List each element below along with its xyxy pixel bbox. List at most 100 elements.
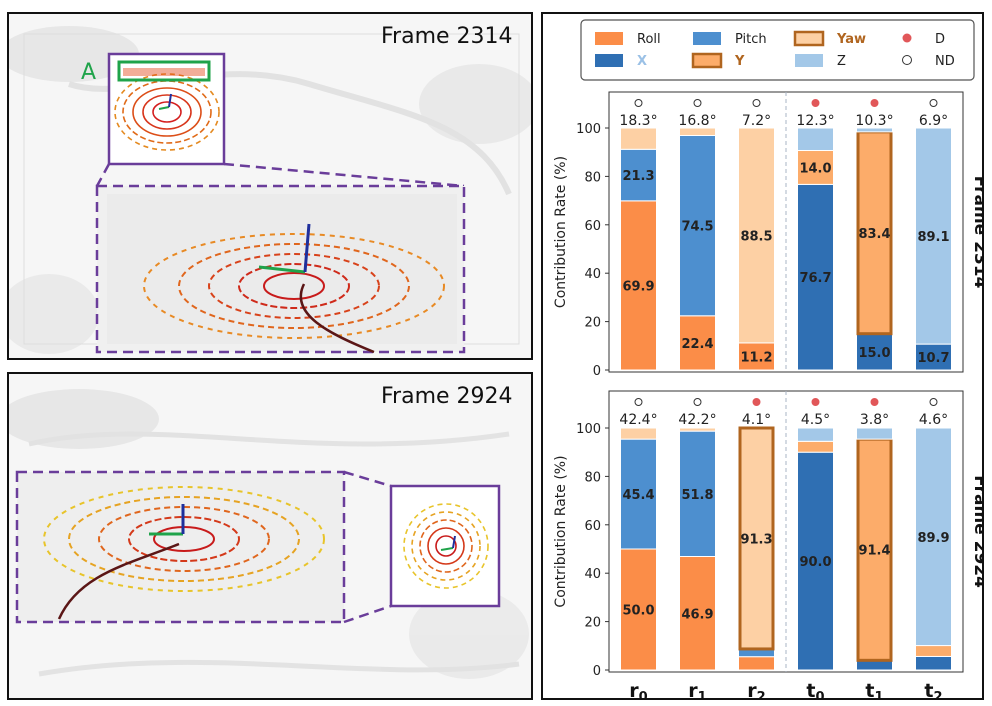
bar-segment xyxy=(915,645,952,657)
d-marker xyxy=(811,398,820,406)
legend-label-nd: ND xyxy=(935,54,955,69)
bar-segment xyxy=(738,656,775,671)
bar-segment xyxy=(856,427,893,440)
nd-marker xyxy=(929,99,938,107)
region-a-box xyxy=(107,52,226,166)
x-tick-subscript: 2 xyxy=(934,690,943,700)
bar-segment xyxy=(856,127,893,133)
legend: Roll Pitch Yaw D X Y Z ND xyxy=(580,19,975,81)
bar-segment xyxy=(738,342,775,371)
chart-title: Frame 2924 xyxy=(970,475,984,588)
angle-label: 16.8° xyxy=(678,113,716,129)
legend-swatch-roll xyxy=(595,32,623,45)
y-tick-label: 20 xyxy=(584,616,601,631)
d-marker xyxy=(870,398,879,406)
x-tick-subscript: 2 xyxy=(757,690,766,700)
angle-label: 42.4° xyxy=(619,412,657,428)
angle-label: 4.6° xyxy=(919,412,948,428)
x-tick-base: r xyxy=(629,680,639,700)
legend-box xyxy=(580,19,975,81)
y-tick-label: 40 xyxy=(584,267,601,282)
bar-segment xyxy=(797,427,834,442)
legend-swatch-pitch xyxy=(693,32,721,45)
legend-swatch-nd xyxy=(902,55,912,65)
bar-segment xyxy=(797,440,834,453)
map-texture xyxy=(9,26,531,354)
x-tick-label: t1 xyxy=(865,680,883,700)
bar-segment xyxy=(679,556,716,671)
angle-label: 7.2° xyxy=(742,113,771,129)
legend-label-pitch: Pitch xyxy=(735,32,767,47)
bar-value-label: 46.9 xyxy=(681,607,713,622)
nd-marker xyxy=(929,398,938,406)
bar-value-label: 89.9 xyxy=(917,531,949,546)
bar-value-label: 10.7 xyxy=(917,351,949,366)
frame-2924-map xyxy=(9,374,531,698)
bar-value-label: 14.0 xyxy=(799,161,831,176)
angle-label: 42.2° xyxy=(678,412,716,428)
bar-segment xyxy=(679,127,716,137)
bar-value-label: 90.0 xyxy=(799,555,831,570)
angle-label: 6.9° xyxy=(919,113,948,129)
y-tick-label: 60 xyxy=(584,519,601,534)
x-tick-label: r2 xyxy=(747,680,765,700)
chart-frame-2314: 0 20 40 60 80 100 Contribution Rate (%) Frame 2… xyxy=(553,91,984,379)
bar-segment xyxy=(797,127,834,152)
x-tick-base: r xyxy=(688,680,698,700)
bar-value-label: 74.5 xyxy=(681,220,713,235)
bar-segment xyxy=(915,343,952,371)
chart-title: Frame 2314 xyxy=(970,176,984,289)
chart-frame-2924: 0 20 40 60 80 100 Contribution Rate (%) Frame 2… xyxy=(553,390,984,679)
x-tick-base: t xyxy=(924,680,933,700)
bar-segment xyxy=(620,148,657,202)
x-tick-label: t0 xyxy=(806,680,824,700)
legend-swatch-x xyxy=(595,54,623,67)
legend-label-z: Z xyxy=(837,54,846,69)
frame-2924-image-panel: Frame 2924 xyxy=(7,372,533,700)
bar-segment xyxy=(856,130,893,336)
bar-value-label: 89.1 xyxy=(917,230,949,245)
frame-2314-map xyxy=(9,14,531,358)
bar-segment xyxy=(679,135,716,317)
frame-label-2924: Frame 2924 xyxy=(381,384,513,409)
angle-label: 12.3° xyxy=(796,113,834,129)
bar-segment xyxy=(679,430,716,558)
x-tick-subscript: 1 xyxy=(698,690,707,700)
nd-marker xyxy=(634,99,643,107)
y-axis-label: Contribution Rate (%) xyxy=(553,156,569,308)
region-label-a: A xyxy=(81,60,97,85)
angle-label: 18.3° xyxy=(619,113,657,129)
bar-value-label: 50.0 xyxy=(622,604,654,619)
bar-value-label: 91.4 xyxy=(858,544,890,559)
bar-segment xyxy=(915,427,952,647)
x-tick-base: r xyxy=(747,680,757,700)
contribution-charts: Roll Pitch Yaw DX Y Z ND 020406080100Contribut… xyxy=(553,19,984,700)
y-tick-label: 40 xyxy=(584,567,601,582)
legend-label-x: X xyxy=(637,54,647,69)
d-marker xyxy=(811,99,820,107)
bar-value-label: 91.3 xyxy=(740,532,772,547)
bar-segment xyxy=(620,127,657,150)
bar-segment xyxy=(915,127,952,345)
shared-x-axis-labels: r0 r1 r2 t0 t1 t2 xyxy=(629,680,942,700)
zoomed-inset-frame-2924 xyxy=(15,470,346,624)
angle-label: 3.8° xyxy=(860,412,889,428)
bar-segment xyxy=(797,150,834,185)
bar-segment xyxy=(797,183,834,371)
nd-marker xyxy=(634,398,643,406)
nd-marker xyxy=(752,99,761,107)
bar-segment xyxy=(738,426,775,651)
bar-value-label: 22.4 xyxy=(681,337,713,352)
x-tick-label: t2 xyxy=(924,680,942,700)
bar-segment xyxy=(620,427,657,440)
nd-marker xyxy=(693,99,702,107)
y-tick-label: 20 xyxy=(584,316,601,331)
bar-value-label: 83.4 xyxy=(858,227,890,242)
y-tick-label: 60 xyxy=(584,219,601,234)
bar-segment xyxy=(679,427,716,432)
legend-swatch-y xyxy=(691,52,723,69)
zoomed-inset-frame-2314 xyxy=(95,184,466,354)
y-tick-label: 0 xyxy=(593,664,601,679)
bar-segment xyxy=(856,333,893,371)
bar-value-label: 88.5 xyxy=(740,229,772,244)
